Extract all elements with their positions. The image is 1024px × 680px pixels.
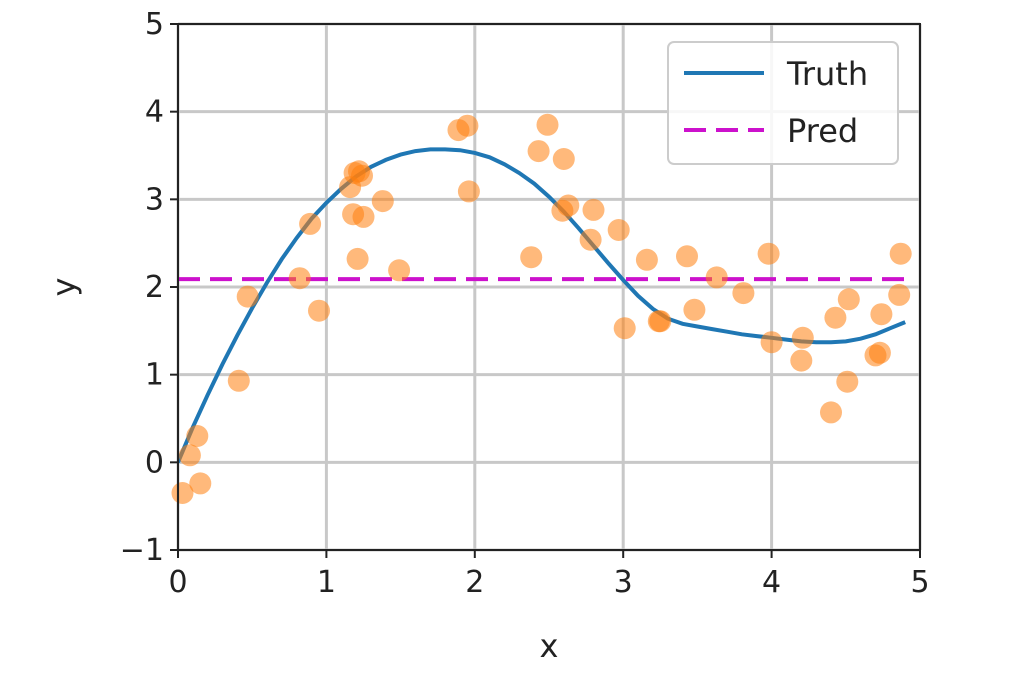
scatter-point — [186, 425, 209, 447]
scatter-point — [790, 349, 813, 372]
y-tick-label: 5 — [145, 7, 164, 42]
truth-series — [178, 147, 906, 464]
scatter-point — [178, 444, 201, 467]
scatter-point — [579, 228, 602, 251]
scatter-point — [346, 247, 369, 270]
x-tick-label: 1 — [317, 565, 336, 600]
scatter-point — [732, 282, 755, 305]
scatter-point — [527, 140, 550, 163]
scatter-point — [837, 288, 860, 311]
scatter-point — [351, 164, 373, 187]
scatter-point — [536, 113, 559, 136]
scatter-point — [836, 370, 859, 393]
scatter-point — [824, 306, 847, 329]
scatter-point — [236, 285, 259, 308]
scatter-point — [552, 148, 575, 170]
y-tick-label: 1 — [145, 358, 164, 393]
scatter-point — [227, 369, 250, 392]
scatter-point — [456, 114, 479, 137]
x-axis-label: x — [540, 627, 559, 665]
legend: Truth Pred — [667, 41, 899, 165]
scatter-point — [705, 266, 728, 289]
legend-label-truth: Truth — [786, 55, 868, 93]
scatter-point — [791, 326, 814, 349]
y-tick-label: 3 — [145, 182, 164, 217]
scatter-point — [870, 303, 893, 326]
scatter-point — [649, 310, 672, 333]
y-tick-label: 0 — [145, 445, 164, 480]
y-tick-label: 2 — [145, 270, 164, 305]
y-tick-label: 4 — [145, 95, 164, 130]
scatter-point — [683, 298, 706, 321]
legend-label-pred: Pred — [787, 112, 858, 150]
scatter-point — [299, 212, 322, 235]
x-tick-label: 3 — [614, 565, 633, 600]
scatter-point — [371, 190, 394, 213]
scatter-point — [308, 299, 330, 322]
scatter-point — [613, 317, 636, 340]
scatter-point — [889, 242, 912, 265]
scatter-point — [607, 219, 630, 241]
scatter-point — [757, 242, 780, 265]
scatter-point — [288, 267, 311, 290]
y-tick-label: −1 — [120, 533, 164, 568]
scatter-point — [352, 205, 375, 228]
y-axis-label: y — [45, 278, 83, 297]
scatter-points — [171, 113, 912, 504]
x-tick-label: 2 — [465, 565, 484, 600]
scatter-point — [820, 401, 842, 424]
scatter-point — [635, 248, 658, 271]
scatter-point — [760, 331, 783, 354]
x-tick-label: 0 — [168, 565, 187, 600]
scatter-point — [457, 180, 480, 203]
scatter-point — [557, 194, 580, 217]
scatter-point — [388, 259, 411, 282]
scatter-point — [189, 472, 212, 495]
plot-area — [171, 113, 912, 504]
scatter-point — [676, 245, 698, 268]
scatter-point — [582, 198, 605, 221]
scatter-point — [888, 283, 911, 306]
scatter-point — [868, 341, 891, 364]
x-tick-label: 4 — [762, 565, 781, 600]
scatter-point — [520, 246, 543, 269]
series-line-truth — [178, 147, 906, 464]
x-tick-label: 5 — [910, 565, 929, 600]
